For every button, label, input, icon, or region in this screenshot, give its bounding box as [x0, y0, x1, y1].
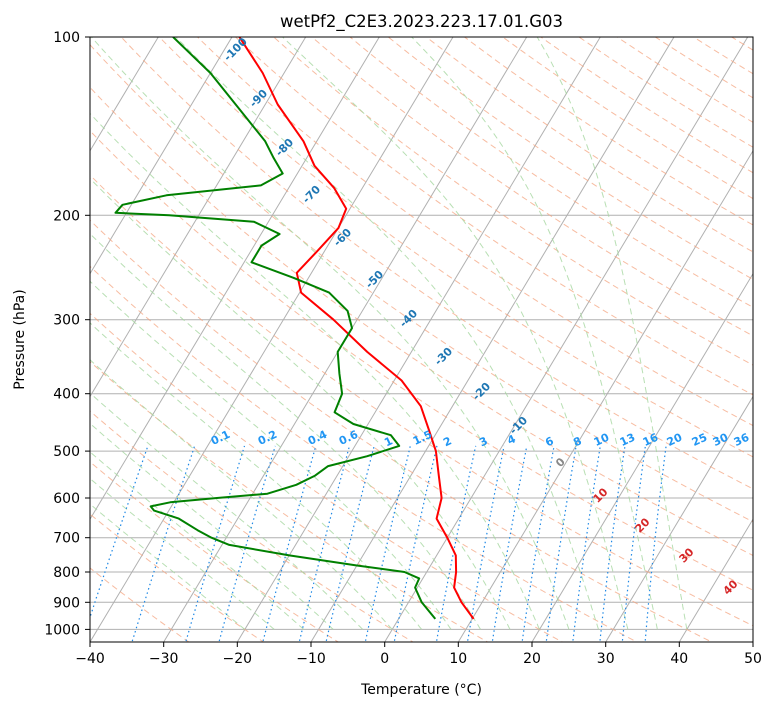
- isotherm-line: [384, 37, 749, 642]
- isotherm-line: [90, 37, 307, 398]
- x-tick-label: −40: [75, 651, 105, 667]
- y-tick-label: 900: [53, 595, 80, 611]
- dry-adiabat: [234, 37, 753, 396]
- mixing-ratio-line: [435, 445, 477, 642]
- temperature-profile: [238, 37, 475, 620]
- x-axis-label: Temperature (°C): [360, 682, 482, 698]
- y-tick-label: 100: [53, 30, 80, 46]
- dry-adiabat: [90, 219, 713, 642]
- isotherm-line: [236, 37, 601, 642]
- dry-adiabat: [90, 360, 489, 642]
- isotherm-line: [90, 37, 380, 521]
- moist-adiabat: [90, 112, 540, 630]
- dry-adiabat: [90, 410, 414, 642]
- moist-adiabat: [90, 392, 364, 630]
- moist-adiabat: [90, 422, 334, 630]
- moist-adiabat: [90, 177, 511, 630]
- moist-adiabat: [282, 37, 629, 630]
- y-tick-label: 300: [53, 313, 80, 329]
- mixing-ratio-line: [131, 445, 196, 642]
- isotherm-line: [310, 37, 675, 642]
- moist-adiabat: [90, 451, 305, 630]
- mixing-ratio-line: [491, 445, 528, 642]
- dry-adiabat: [90, 513, 265, 642]
- dry-adiabat: [540, 37, 753, 174]
- x-axis: −40 −30 −20 −10 0 10 20 30 40 50: [75, 642, 762, 667]
- dry-adiabat: [273, 37, 753, 366]
- dry-adiabat: [90, 312, 564, 642]
- moist-adiabat: [175, 37, 599, 630]
- x-tick-label: 20: [523, 651, 541, 667]
- mixing-ratio-line: [185, 445, 246, 642]
- y-tick-label: 1000: [44, 622, 80, 638]
- mixing-ratio-line: [644, 445, 667, 642]
- dry-adiabat: [90, 265, 639, 642]
- y-tick-label: 400: [53, 387, 80, 403]
- moist-adiabat: [90, 233, 482, 630]
- mixing-ratio-label: 10: [592, 431, 612, 449]
- isotherm-line: [531, 272, 753, 642]
- isotherm-line: [90, 37, 233, 275]
- isotherm-line: [457, 149, 753, 642]
- y-axis-label: Pressure (hPa): [12, 289, 28, 389]
- moist-adiabat: [90, 322, 423, 630]
- mixing-ratio-line: [218, 445, 276, 642]
- mixing-ratio-line: [599, 445, 626, 642]
- x-tick-label: −10: [296, 651, 326, 667]
- dry-adiabat: [501, 37, 753, 200]
- plot-area: [90, 37, 753, 642]
- mixing-ratio-line: [521, 445, 555, 642]
- y-tick-label: 200: [53, 208, 80, 224]
- x-tick-label: 50: [744, 651, 762, 667]
- dry-adiabat: [349, 37, 753, 308]
- dry-adiabat: [387, 37, 753, 280]
- mixing-ratio-label: 16: [641, 431, 661, 449]
- dry-adiabat: [311, 37, 753, 337]
- moist-adiabat: [411, 37, 658, 630]
- dewpoint-profile: [114, 37, 437, 620]
- x-tick-label: 10: [449, 651, 467, 667]
- x-tick-label: 40: [670, 651, 688, 667]
- dry-adiabat: [90, 174, 753, 627]
- mixing-ratio-line: [572, 445, 601, 642]
- y-tick-label: 700: [53, 531, 80, 547]
- x-tick-label: 0: [380, 651, 389, 667]
- plot-frame: [89, 36, 754, 643]
- isotherm-line: [605, 395, 753, 642]
- moist-adiabat: [90, 280, 452, 630]
- y-tick-label: 800: [53, 565, 80, 581]
- isotherm-line: [678, 518, 753, 642]
- x-tick-label: −30: [149, 651, 179, 667]
- isotherm-line: [90, 37, 159, 152]
- dry-adiabat: [425, 37, 753, 253]
- mixing-ratio-label: 30: [711, 431, 731, 449]
- mixing-ratio-label: 25: [690, 431, 709, 449]
- moist-adiabat: [536, 37, 688, 630]
- dry-adiabat: [463, 37, 753, 226]
- y-axis: 100 200 300 400 500 600 700 800 900 1000: [44, 30, 90, 638]
- dry-adiabat: [158, 37, 753, 458]
- moist-adiabat: [90, 477, 275, 630]
- mixing-ratio-label: 20: [665, 431, 685, 449]
- x-tick-label: −20: [223, 651, 253, 667]
- moist-adiabat: [91, 37, 570, 630]
- mixing-ratio-label: 36: [732, 431, 752, 449]
- x-tick-label: 30: [597, 651, 615, 667]
- mixing-ratio-line: [621, 445, 646, 642]
- chart-title: wetPf2_C2E3.2023.223.17.01.G03: [280, 12, 563, 32]
- y-tick-label: 500: [53, 444, 80, 460]
- dry-adiabat: [196, 37, 753, 427]
- y-tick-label: 600: [53, 491, 80, 507]
- mixing-ratio-label: 13: [618, 431, 637, 449]
- mixing-ratio-line: [466, 445, 505, 642]
- isotherm-line: [90, 37, 454, 642]
